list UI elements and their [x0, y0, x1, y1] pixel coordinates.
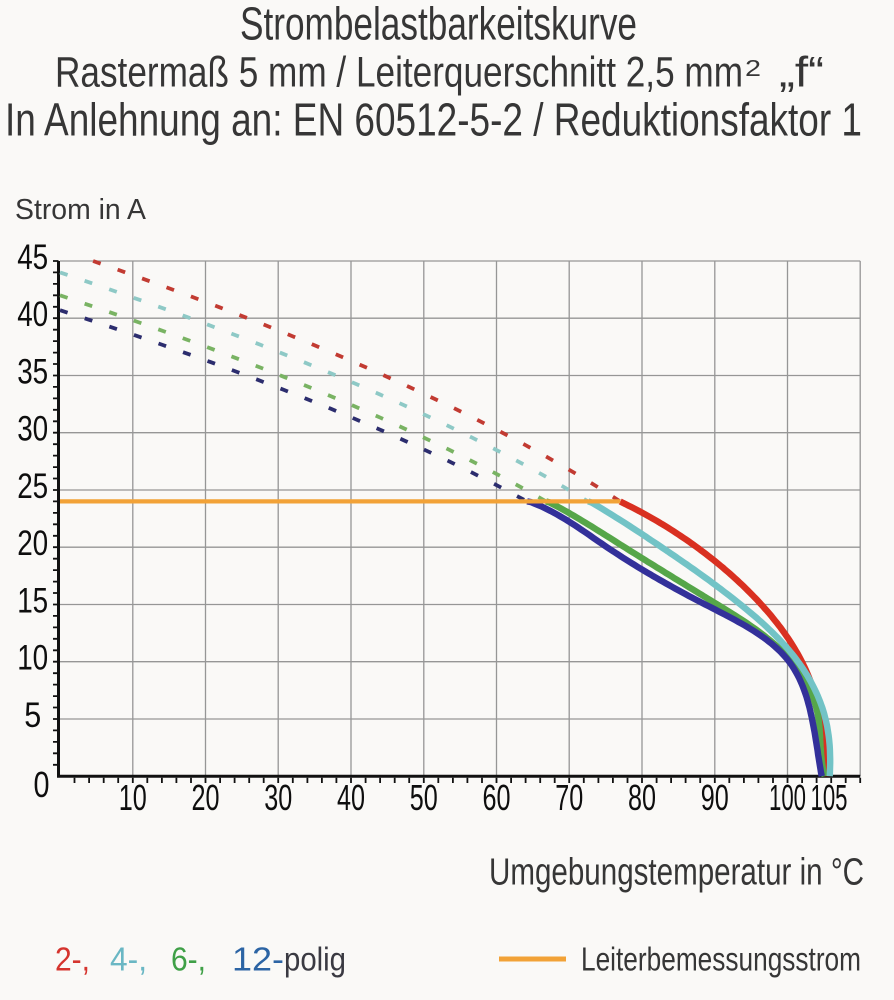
svg-text:20: 20 [192, 777, 220, 818]
svg-text:5: 5 [24, 696, 41, 735]
svg-text:6-,: 6-, [171, 941, 206, 978]
svg-text:15: 15 [17, 581, 48, 620]
svg-text:80: 80 [628, 777, 656, 818]
svg-text:60: 60 [483, 777, 511, 818]
svg-text:105: 105 [811, 777, 848, 818]
svg-text:polig: polig [284, 941, 346, 978]
svg-text:Strom in A: Strom in A [15, 194, 147, 226]
svg-text:2-,: 2-, [55, 941, 90, 978]
svg-text:4-,: 4-, [110, 941, 147, 978]
svg-text:25: 25 [17, 467, 48, 506]
svg-text:100: 100 [769, 777, 806, 818]
svg-text:30: 30 [264, 777, 292, 818]
svg-text:Rastermaß 5 mm / Leiterquersch: Rastermaß 5 mm / Leiterquerschnitt 2,5 m… [55, 49, 743, 97]
svg-text:45: 45 [17, 238, 48, 277]
svg-text:90: 90 [701, 777, 729, 818]
svg-text:12-: 12- [232, 941, 284, 978]
svg-text:Leiterbemessungsstrom: Leiterbemessungsstrom [581, 941, 861, 978]
svg-text:Umgebungstemperatur in °C: Umgebungstemperatur in °C [489, 852, 864, 894]
svg-text:50: 50 [410, 777, 438, 818]
svg-text:40: 40 [337, 777, 365, 818]
svg-text:10: 10 [119, 777, 147, 818]
svg-text:40: 40 [17, 295, 48, 334]
svg-text:70: 70 [555, 777, 583, 818]
svg-text:20: 20 [17, 524, 48, 563]
svg-text:0: 0 [34, 764, 50, 805]
svg-text:In Anlehnung an: EN 60512-5-2: In Anlehnung an: EN 60512-5-2 / Reduktio… [5, 94, 862, 146]
svg-text:„f“: „f“ [779, 49, 824, 97]
svg-text:10: 10 [17, 639, 48, 678]
svg-text:Strombelastbarkeitskurve: Strombelastbarkeitskurve [240, 0, 637, 50]
svg-text:35: 35 [17, 352, 48, 391]
svg-text:2: 2 [745, 55, 761, 81]
svg-text:30: 30 [17, 410, 48, 449]
